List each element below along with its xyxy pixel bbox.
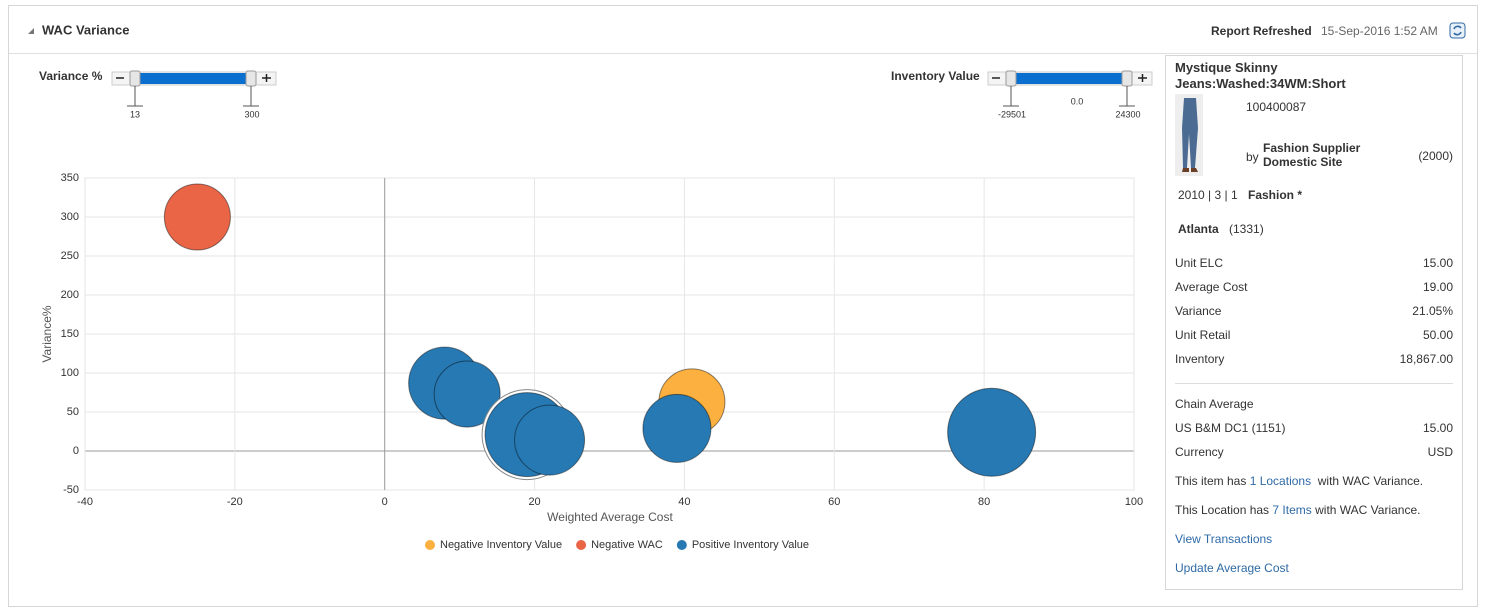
row-value: 18,867.00 bbox=[1399, 352, 1453, 366]
slider-min: 13 bbox=[130, 109, 140, 119]
location-note: This Location has 7 Items with WAC Varia… bbox=[1175, 502, 1420, 518]
by-label: by bbox=[1246, 150, 1259, 164]
row-label: Unit Retail bbox=[1175, 328, 1231, 342]
y-tick-label: 200 bbox=[61, 289, 79, 301]
bubble bbox=[947, 387, 1037, 477]
legend-swatch bbox=[676, 540, 687, 550]
row-value: 19.00 bbox=[1422, 280, 1453, 294]
chain-label: Chain Average bbox=[1175, 397, 1254, 411]
refreshed-label: Report Refreshed bbox=[1211, 24, 1312, 38]
separator bbox=[1175, 383, 1453, 384]
text: with WAC Variance. bbox=[1317, 474, 1424, 488]
slider-mid: 0.0 bbox=[1071, 96, 1084, 106]
collapse-icon[interactable] bbox=[28, 28, 34, 34]
row-label: Currency bbox=[1175, 445, 1224, 459]
text: This Location has bbox=[1175, 503, 1270, 517]
header-rule bbox=[9, 53, 1477, 54]
row-label: US B&M DC1 (1151) bbox=[1175, 421, 1286, 435]
x-tick-label: -20 bbox=[227, 496, 243, 508]
items-link[interactable]: 7 Items bbox=[1272, 503, 1312, 517]
x-tick-label: 0 bbox=[382, 496, 388, 508]
y-tick-label: 100 bbox=[61, 367, 79, 379]
y-tick-label: 0 bbox=[73, 445, 79, 457]
panel-title: WAC Variance bbox=[42, 22, 129, 37]
y-tick-label: 50 bbox=[67, 406, 79, 418]
supplier-id: (2000) bbox=[1418, 149, 1453, 163]
filter-label: Inventory Value bbox=[891, 69, 980, 83]
frame bbox=[8, 5, 1478, 607]
view-transactions-link[interactable]: View Transactions bbox=[1175, 532, 1273, 546]
legend-swatch bbox=[576, 540, 587, 550]
location: Atlanta bbox=[1178, 222, 1219, 236]
x-tick-label: 40 bbox=[678, 496, 690, 508]
locations-link[interactable]: 1 Locations bbox=[1249, 474, 1312, 488]
supplier: Fashion Supplier Domestic Site bbox=[1263, 141, 1361, 169]
slider-max: 300 bbox=[244, 109, 259, 119]
inventory-slider[interactable] bbox=[987, 70, 1153, 107]
row-value: USD bbox=[1427, 445, 1453, 459]
y-axis-title: Variance% bbox=[40, 305, 54, 362]
row-label: Variance bbox=[1175, 304, 1222, 318]
filter-label: Variance % bbox=[39, 69, 103, 83]
item-note: This item has 1 Locations with WAC Varia… bbox=[1175, 473, 1423, 489]
row-label: Average Cost bbox=[1175, 280, 1248, 294]
bubble bbox=[514, 404, 586, 476]
detail-panel bbox=[1165, 55, 1463, 590]
update-cost-link[interactable]: Update Average Cost bbox=[1175, 561, 1289, 575]
row-label: Inventory bbox=[1175, 352, 1225, 366]
hierarchy: 2010 | 3 | 1 bbox=[1178, 188, 1238, 202]
y-tick-label: -50 bbox=[63, 484, 79, 496]
row-value: 15.00 bbox=[1422, 256, 1453, 270]
bubble bbox=[163, 183, 231, 251]
bubble bbox=[433, 360, 501, 428]
y-tick-label: 150 bbox=[61, 328, 79, 340]
item-id: 100400087 bbox=[1246, 100, 1307, 114]
location-id: (1331) bbox=[1229, 222, 1264, 236]
x-tick-label: 20 bbox=[528, 496, 540, 508]
refreshed-at: 15-Sep-2016 1:52 AM bbox=[1321, 24, 1438, 38]
legend-label: Negative WAC bbox=[591, 539, 663, 551]
legend-label: Positive Inventory Value bbox=[692, 539, 809, 551]
chart: WAC Variance Variance % Inventory Value … bbox=[28, 22, 1153, 551]
row-value: 15.00 bbox=[1422, 421, 1453, 435]
variance-slider[interactable] bbox=[111, 70, 277, 107]
text: with WAC Variance. bbox=[1315, 503, 1421, 517]
y-tick-label: 300 bbox=[61, 211, 79, 223]
slider-min: -29501 bbox=[998, 109, 1026, 119]
x-axis-title: Weighted Average Cost bbox=[547, 510, 673, 524]
item-title: Mystique Skinny Jeans:Washed:34WM:Short bbox=[1175, 60, 1346, 91]
item-image bbox=[1175, 94, 1203, 176]
x-tick-label: 80 bbox=[978, 496, 990, 508]
y-tick-label: 250 bbox=[61, 250, 79, 262]
legend-swatch bbox=[425, 540, 435, 550]
slider-max: 24300 bbox=[1115, 109, 1140, 119]
y-tick-label: 350 bbox=[61, 172, 79, 184]
x-tick-label: 100 bbox=[1125, 496, 1143, 508]
department: Fashion * bbox=[1248, 188, 1303, 202]
row-value: 21.05% bbox=[1412, 304, 1453, 318]
bubble bbox=[642, 393, 712, 463]
x-tick-label: -40 bbox=[77, 496, 93, 508]
row-value: 50.00 bbox=[1422, 328, 1453, 342]
x-tick-label: 60 bbox=[828, 496, 840, 508]
row-label: Unit ELC bbox=[1175, 256, 1224, 270]
legend-label: Negative Inventory Value bbox=[440, 539, 562, 551]
refresh-button[interactable] bbox=[1449, 22, 1466, 39]
text: This item has bbox=[1175, 474, 1247, 488]
